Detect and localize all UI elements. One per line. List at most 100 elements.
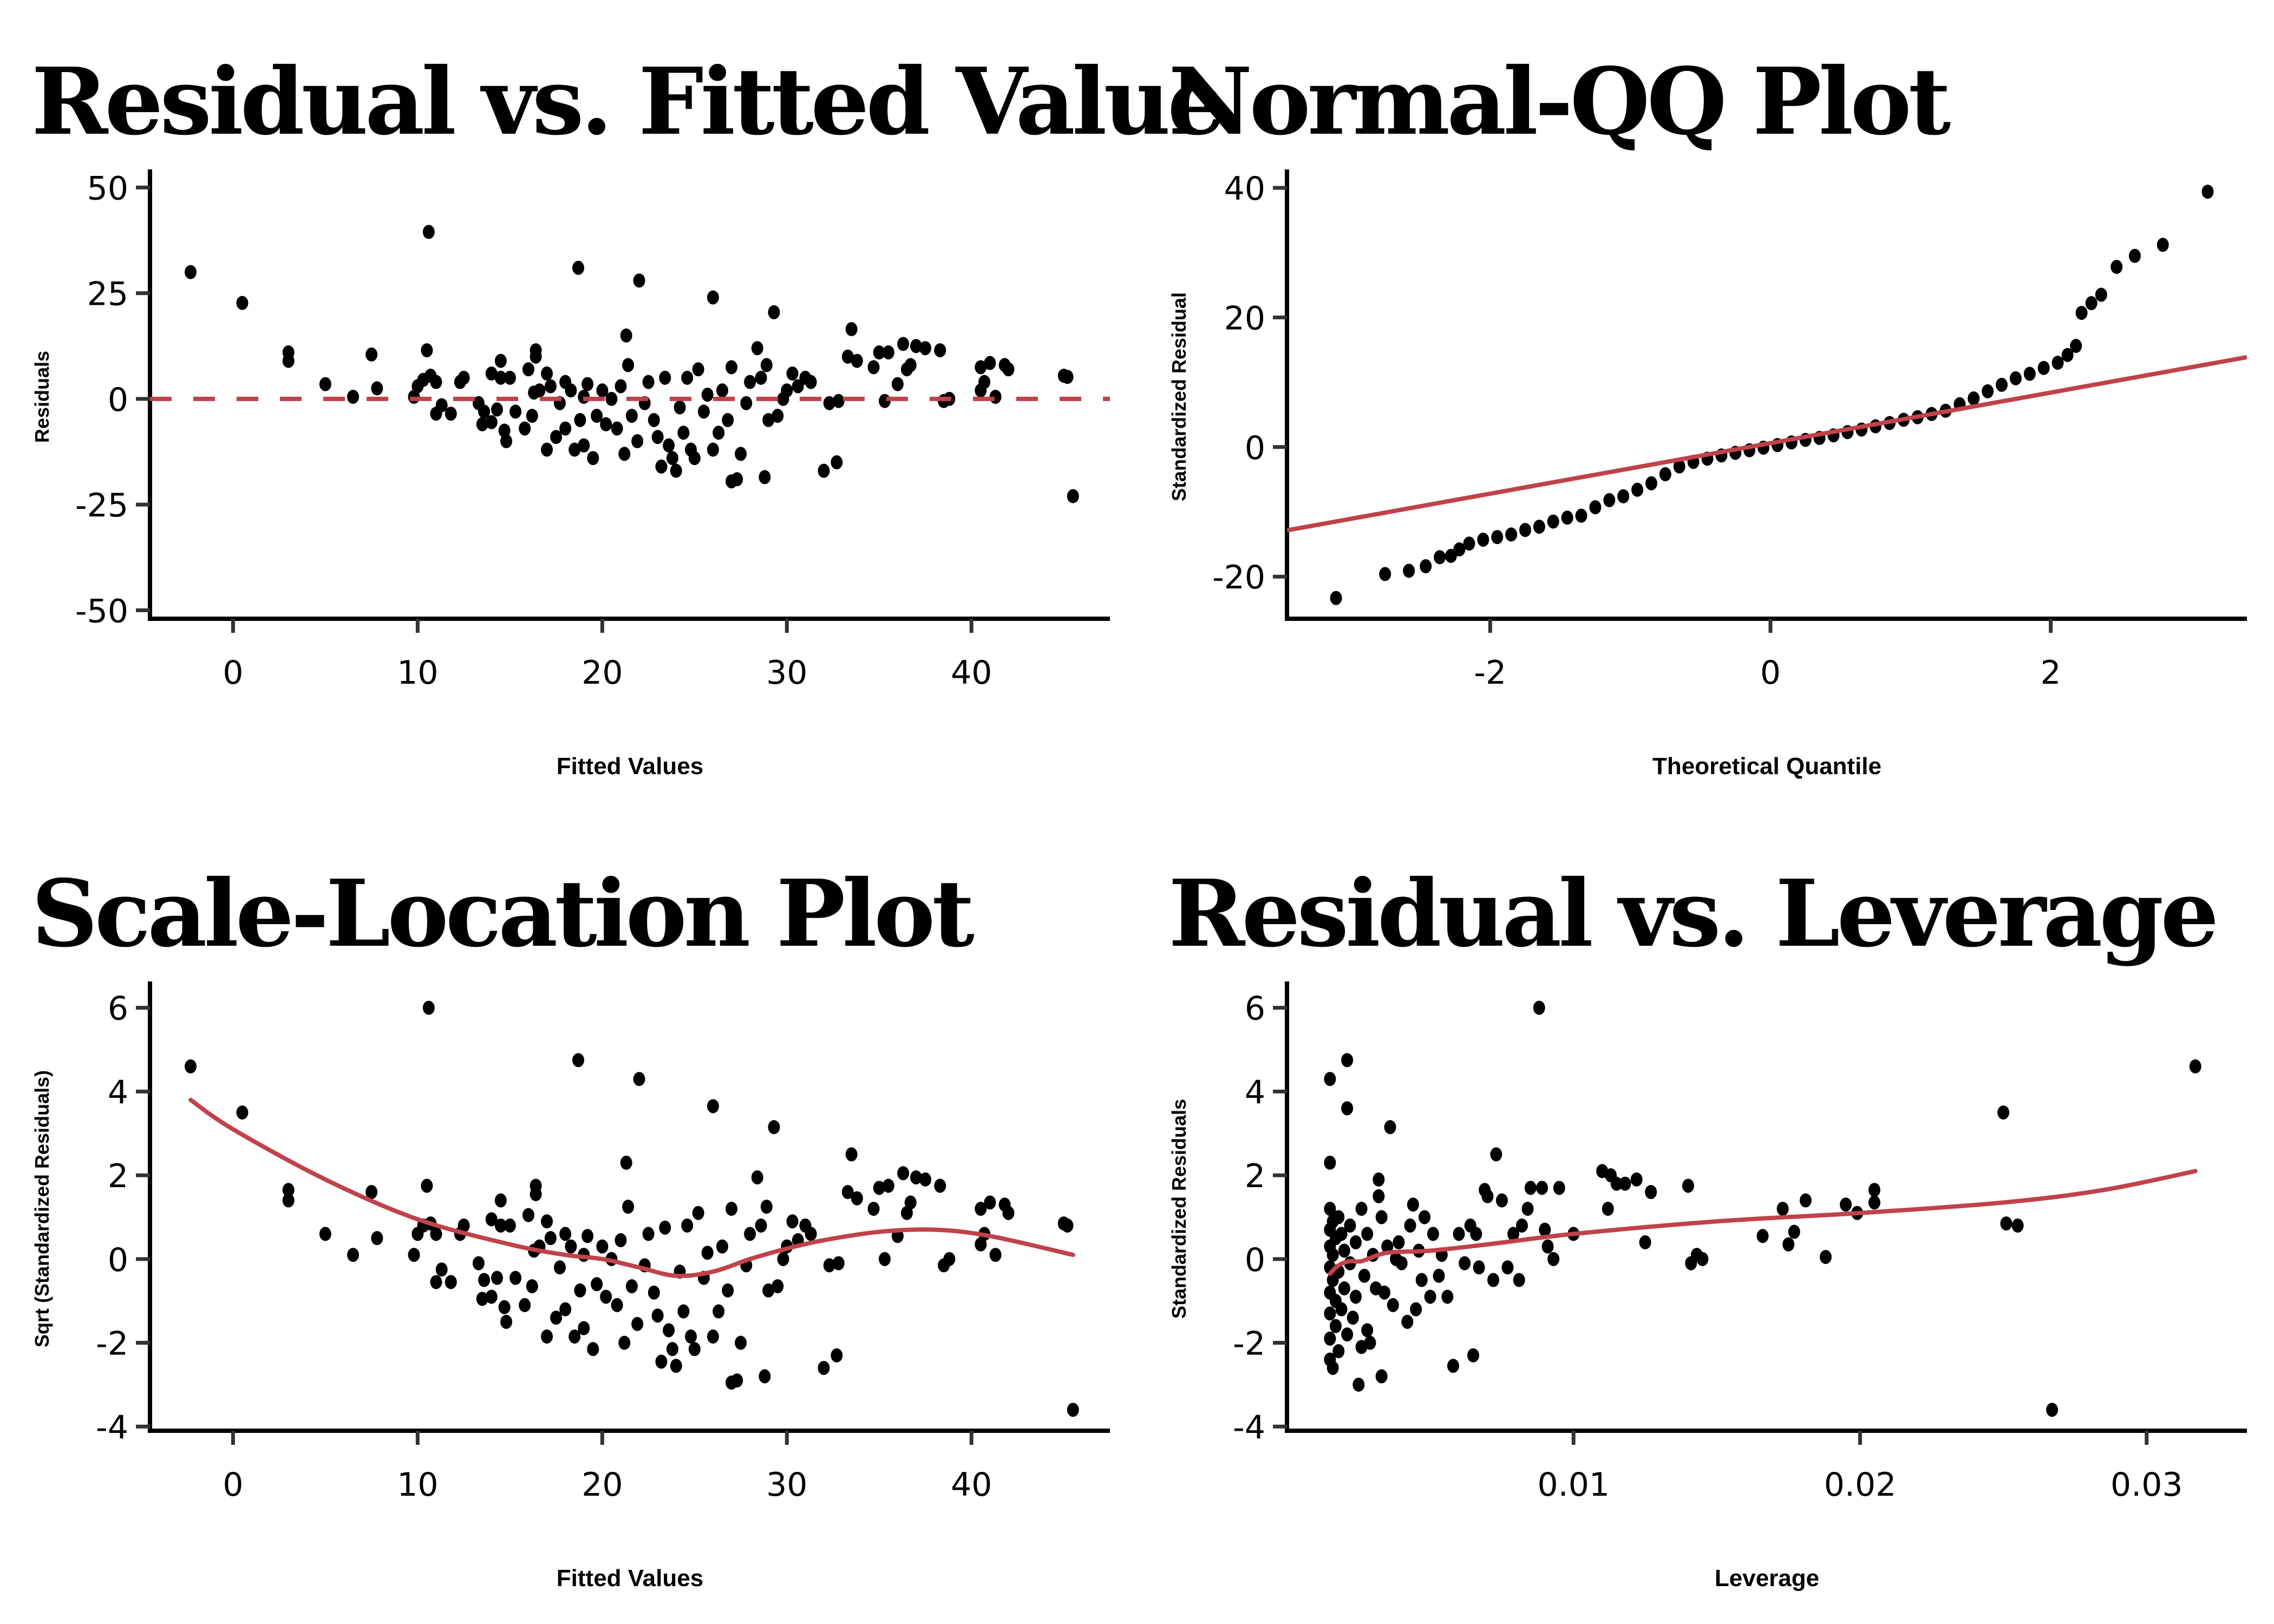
y-axis-label: Residuals (31, 351, 53, 443)
data-point (565, 383, 577, 398)
data-point (1341, 1101, 1354, 1116)
data-point (478, 1273, 491, 1287)
data-point (818, 1360, 830, 1375)
data-point (659, 1220, 671, 1235)
data-point (943, 1252, 956, 1266)
data-point (735, 1335, 747, 1350)
data-point (485, 1212, 498, 1227)
data-point (1996, 377, 2008, 392)
data-point (430, 1275, 442, 1289)
data-point (1982, 384, 1994, 398)
y-axis-label: Standardized Residuals (1168, 1099, 1190, 1319)
data-point (282, 1193, 295, 1208)
data-point (910, 339, 922, 353)
data-point (572, 260, 585, 275)
data-point (615, 379, 627, 394)
data-point (574, 412, 586, 427)
data-point (772, 1279, 784, 1294)
data-point (430, 375, 442, 389)
scale-location-plot: 0 10 20 30 40 -4 -2 0 2 4 6 Fitted Values Sqrt (Stan… (31, 981, 1110, 1592)
chart-title: Scale-Location Plot (31, 860, 975, 968)
data-point (1067, 1403, 1079, 1417)
data-point (975, 360, 987, 375)
data-point (500, 1314, 513, 1329)
data-point (1341, 1053, 1354, 1068)
data-point (648, 1285, 660, 1300)
data-point (2011, 1218, 2024, 1233)
data-point (1373, 1189, 1385, 1203)
data-point (371, 381, 383, 396)
y-tick-label: 0 (1245, 429, 1265, 467)
data-point (1673, 459, 1685, 474)
data-point (1505, 527, 1518, 542)
y-tick-label: -2 (96, 1325, 128, 1363)
data-point (1352, 1377, 1365, 1392)
data-point (1002, 362, 1015, 377)
data-point (620, 328, 632, 343)
data-point (768, 1120, 780, 1135)
data-point (1404, 1218, 1416, 1233)
data-point (2110, 259, 2123, 274)
data-point (485, 415, 498, 429)
data-point (648, 412, 660, 427)
data-point (526, 1279, 538, 1294)
data-point (832, 1256, 845, 1271)
data-point (1501, 1260, 1514, 1275)
y-tick-label: -20 (1212, 559, 1265, 597)
y-tick-label: 4 (1245, 1073, 1265, 1111)
data-point (1473, 1260, 1485, 1275)
data-point (347, 1248, 360, 1262)
data-point (1387, 1298, 1399, 1312)
data-point (831, 1348, 843, 1363)
x-axis-label: Fitted Values (557, 1565, 703, 1592)
data-point (1415, 1273, 1428, 1287)
y-tick-label: -2 (1233, 1325, 1265, 1363)
smoother-line (188, 1097, 1075, 1279)
data-point (568, 442, 581, 457)
data-point (1407, 1197, 1419, 1212)
data-point (485, 366, 498, 381)
data-point (1481, 1189, 1494, 1203)
data-point (681, 1218, 694, 1233)
data-point (1524, 1181, 1537, 1195)
residual-vs-fitted-plot: 0 10 20 30 40 -50 -25 0 25 50 Fitted Values Residua… (31, 169, 1110, 780)
data-point (1840, 1197, 1852, 1212)
data-point (919, 1172, 932, 1187)
points-group (1330, 185, 2214, 605)
data-point (805, 1227, 817, 1241)
data-point (591, 1277, 603, 1292)
data-point (541, 442, 553, 457)
data-point (618, 447, 631, 461)
data-point (777, 1252, 789, 1266)
data-point (841, 1185, 854, 1200)
data-point (713, 1304, 725, 1319)
data-point (1459, 1256, 1471, 1271)
data-point (1553, 1181, 1565, 1195)
data-point (1434, 550, 1446, 565)
data-point (596, 383, 609, 398)
data-point (707, 1099, 719, 1114)
data-point (2000, 1216, 2012, 1231)
data-point (1393, 1235, 1405, 1249)
data-point (1373, 1172, 1385, 1187)
data-point (574, 1283, 586, 1298)
data-point (1521, 1202, 1534, 1216)
data-point (1433, 1268, 1445, 1283)
data-point (722, 1283, 734, 1298)
data-point (1332, 1344, 1345, 1359)
data-point (663, 438, 675, 453)
data-point (823, 1258, 835, 1273)
data-point (365, 347, 378, 362)
data-point (476, 1292, 488, 1306)
data-point (1490, 1147, 1502, 1162)
data-point (421, 1178, 433, 1193)
data-point (655, 459, 668, 474)
data-point (1561, 510, 1573, 525)
x-tick-label: 0 (223, 1466, 243, 1504)
data-point (1659, 467, 1671, 482)
x-tick-label: 0 (223, 654, 243, 692)
data-point (319, 1227, 331, 1241)
data-point (978, 375, 991, 389)
data-point (1619, 1176, 1631, 1191)
data-point (541, 366, 553, 381)
